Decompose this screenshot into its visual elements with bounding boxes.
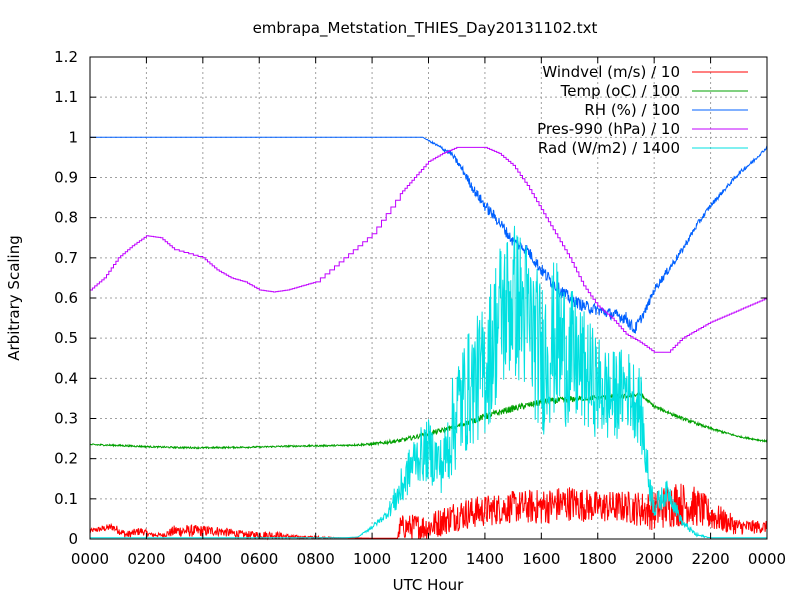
x-tick-label: 2000: [635, 550, 673, 568]
x-tick-label: 0600: [240, 550, 278, 568]
y-tick-label: 0.7: [54, 249, 78, 267]
x-tick-label: 1400: [466, 550, 504, 568]
y-tick-label: 0.6: [54, 289, 78, 307]
y-tick-label: 0.1: [54, 490, 78, 508]
y-tick-label: 1.2: [54, 48, 78, 66]
x-tick-label: 1000: [353, 550, 391, 568]
axis-ticks: 0 0.1 0.2 0.3 0.4 0.5 0.6 0.7 0.8 0.9 1 1.1 1.2 0000 0…: [54, 48, 786, 568]
chart-title: embrapa_Metstation_THIES_Day20131102.txt: [253, 19, 598, 38]
x-tick-label: 2200: [691, 550, 729, 568]
x-tick-label: 1200: [409, 550, 447, 568]
series-line-3: [90, 146, 768, 353]
x-tick-label: 0400: [184, 550, 222, 568]
x-tick-label: 1800: [579, 550, 617, 568]
y-tick-label: 0.3: [54, 410, 78, 428]
legend-label: Windvel (m/s) / 10: [542, 63, 680, 81]
x-tick-label: 0800: [297, 550, 335, 568]
x-axis-label: UTC Hour: [393, 576, 464, 594]
legend-label: Temp (oC) / 100: [560, 82, 680, 100]
y-tick-label: 0.4: [54, 369, 78, 387]
x-tick-label: 1600: [522, 550, 560, 568]
y-tick-label: 0.9: [54, 169, 78, 187]
y-tick-label: 1: [68, 128, 78, 146]
y-tick-label: 0.2: [54, 450, 78, 468]
legend-label: Rad (W/m2) / 1400: [538, 139, 680, 157]
y-tick-label: 0: [68, 530, 78, 548]
x-tick-label: 0200: [127, 550, 165, 568]
x-tick-label: 0000: [748, 550, 786, 568]
legend-label: RH (%) / 100: [584, 101, 680, 119]
y-axis-label: Arbitrary Scaling: [5, 235, 23, 361]
x-tick-label: 0000: [71, 550, 109, 568]
y-tick-label: 1.1: [54, 88, 78, 106]
y-tick-label: 0.5: [54, 329, 78, 347]
legend-label: Pres-990 (hPa) / 10: [537, 120, 680, 138]
y-tick-label: 0.8: [54, 209, 78, 227]
series-line-2: [90, 136, 768, 334]
